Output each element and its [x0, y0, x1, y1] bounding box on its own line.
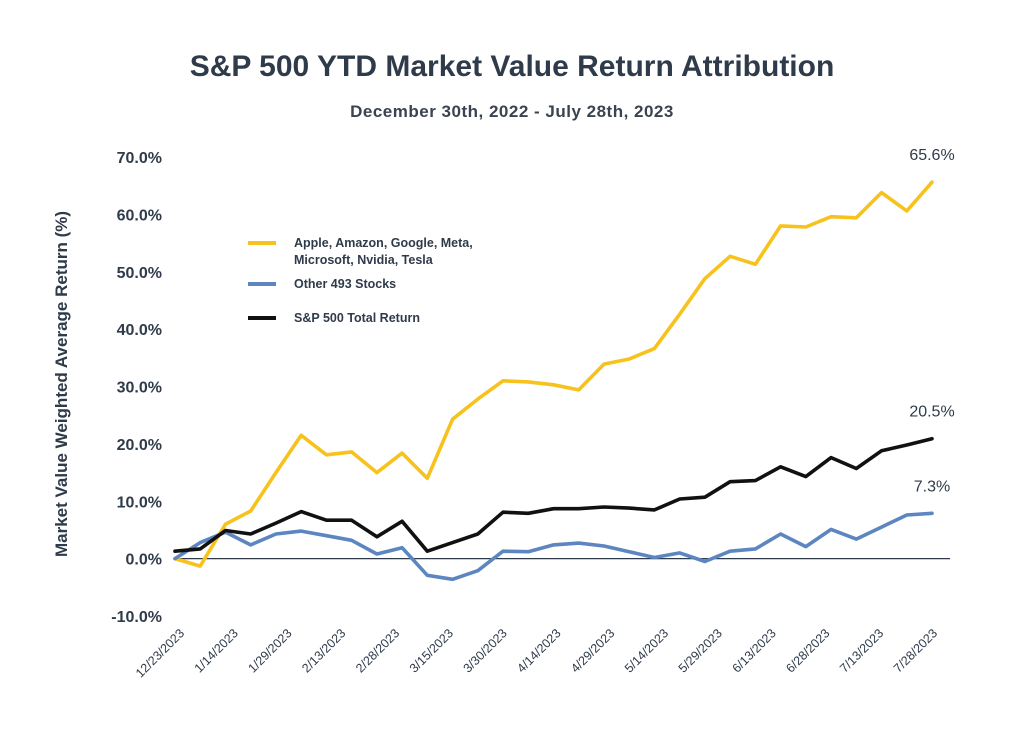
y-axis-label: Market Value Weighted Average Return (%): [52, 211, 71, 557]
x-axis: 12/23/2023 1/14/2023 1/29/2023 2/13/2023 2/2…: [133, 626, 940, 680]
legend: Apple, Amazon, Google, Meta, Microsoft, N…: [248, 236, 473, 325]
legend-label: S&P 500 Total Return: [294, 311, 420, 325]
y-tick-label: 30.0%: [117, 380, 162, 397]
end-label: 65.6%: [909, 147, 954, 164]
series-line-0: [173, 180, 934, 568]
legend-label: Other 493 Stocks: [294, 277, 396, 291]
y-tick-label: 50.0%: [117, 265, 162, 282]
y-tick-label: -10.0%: [111, 609, 162, 626]
x-tick-label: 2/28/2023: [353, 626, 402, 675]
x-tick-label: 3/30/2023: [461, 626, 510, 675]
x-tick-label: 5/14/2023: [622, 626, 671, 675]
series-line-2: [173, 436, 934, 554]
y-tick-label: 60.0%: [117, 207, 162, 224]
y-tick-label: 70.0%: [117, 150, 162, 167]
legend-label: Apple, Amazon, Google, Meta,: [294, 236, 473, 250]
x-tick-label: 1/14/2023: [192, 626, 241, 675]
x-tick-label: 7/13/2023: [837, 626, 886, 675]
end-labels: 65.6% 7.3% 20.5%: [909, 147, 954, 495]
end-label: 20.5%: [909, 404, 954, 421]
x-tick-label: 2/13/2023: [299, 626, 348, 675]
x-tick-label: 6/28/2023: [783, 626, 832, 675]
x-tick-label: 6/13/2023: [730, 626, 779, 675]
series-line-1: [173, 511, 934, 582]
y-tick-label: 10.0%: [117, 494, 162, 511]
x-tick-label: 7/28/2023: [891, 626, 940, 675]
chart-title: S&P 500 YTD Market Value Return Attribut…: [189, 50, 835, 83]
x-tick-label: 3/15/2023: [407, 626, 456, 675]
x-tick-label: 4/14/2023: [514, 626, 563, 675]
legend-label: Microsoft, Nvidia, Tesla: [294, 253, 434, 267]
y-axis: 70.0% 60.0% 50.0% 40.0% 30.0% 20.0% 10.0% 0.0% -…: [111, 150, 162, 626]
x-tick-label: 12/23/2023: [133, 626, 187, 680]
y-tick-label: 0.0%: [126, 552, 162, 569]
end-label: 7.3%: [914, 478, 950, 495]
x-tick-label: 1/29/2023: [245, 626, 294, 675]
series-lines: [173, 180, 934, 582]
y-tick-label: 40.0%: [117, 322, 162, 339]
chart-subtitle: December 30th, 2022 - July 28th, 2023: [350, 102, 674, 121]
x-tick-label: 5/29/2023: [676, 626, 725, 675]
y-tick-label: 20.0%: [117, 437, 162, 454]
x-tick-label: 4/29/2023: [568, 626, 617, 675]
